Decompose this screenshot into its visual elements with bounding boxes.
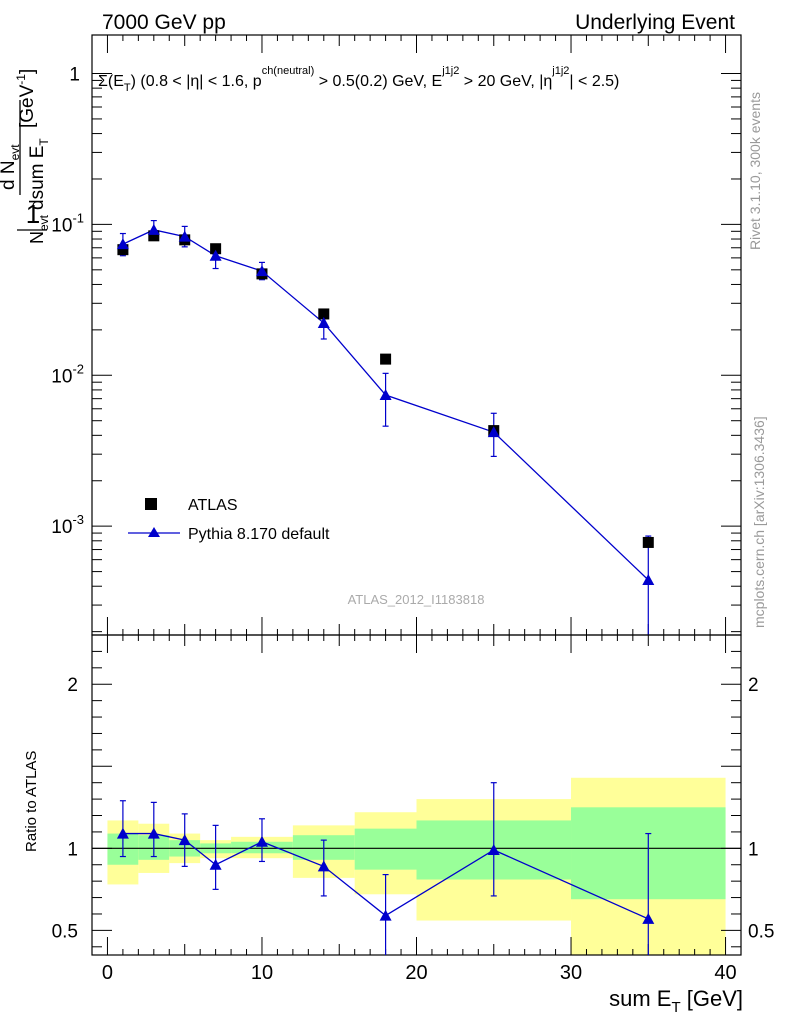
svg-text:dsum ET: dsum ET [27, 138, 51, 210]
main-title: Σ(ET) (0.8 < |η| < 1.6, pch(neutral) > 0… [98, 65, 619, 94]
pythia-point [116, 238, 129, 250]
pythia-point [487, 426, 500, 438]
pythia-point [642, 573, 655, 585]
ratio-point [642, 912, 655, 924]
ratio-y-tick-label-right: 0.5 [748, 921, 774, 942]
pythia-point [178, 230, 191, 242]
main-y-tick-label: 10-2 [51, 361, 84, 387]
svg-text:1: 1 [26, 199, 40, 229]
ratio-panel: 0 10 20 30 40 0.5 0.5 1 1 2 2 [52, 634, 774, 984]
svg-text:[GeV-1]: [GeV-1] [14, 69, 38, 128]
legend: ATLAS Pythia 8.170 default [128, 497, 330, 543]
pythia-point [147, 223, 160, 235]
pythia-point [317, 317, 330, 329]
main-ylabel: 1 Nevt d Nevt dsum ET [GeV-1] [0, 69, 51, 244]
ratio-band-inner [354, 828, 417, 870]
svg-text:d Nevt: d Nevt [0, 144, 22, 190]
header-right: Underlying Event [575, 11, 735, 34]
ratio-point [487, 843, 500, 855]
atlas-point [148, 230, 160, 242]
legend-atlas-marker [145, 498, 157, 510]
legend-atlas-label: ATLAS [188, 497, 238, 514]
main-panel: 1 10-1 10-2 10-3 [51, 34, 742, 636]
watermark: ATLAS_2012_I1183818 [348, 592, 485, 607]
x-tick-label: 20 [405, 962, 427, 984]
pythia-point [209, 249, 222, 261]
ratio-point [379, 909, 392, 921]
atlas-point [642, 536, 654, 548]
atlas-point [117, 244, 129, 256]
ratio-y-tick-label: 0.5 [52, 921, 78, 942]
mcplots-label: mcplots.cern.ch [arXiv:1306.3436] [751, 416, 767, 628]
main-y-tick-label: 1 [69, 65, 80, 86]
header-left: 7000 GeV pp [102, 11, 226, 34]
ratio-point [147, 827, 160, 839]
x-tick-label: 10 [251, 962, 273, 984]
pythia-point [379, 389, 392, 401]
legend-pythia-marker [148, 527, 160, 537]
ratio-point [116, 827, 129, 839]
atlas-point [380, 353, 392, 365]
x-tick-label: 30 [560, 962, 582, 984]
ratio-point [317, 860, 330, 872]
legend-pythia-label: Pythia 8.170 default [188, 526, 330, 543]
atlas-point [318, 308, 330, 320]
pythia-point [255, 265, 268, 277]
main-y-tick-label: 10-3 [51, 512, 84, 538]
x-tick-label: 40 [714, 962, 736, 984]
ratio-point [255, 835, 268, 847]
ratio-y-tick-label-right: 2 [748, 675, 759, 696]
main-y-tick-label: 10-1 [51, 210, 84, 236]
x-tick-label: 0 [102, 962, 113, 984]
ratio-point [178, 834, 191, 846]
ratio-y-tick-label: 1 [67, 839, 78, 860]
ratio-point [209, 858, 222, 870]
ratio-ylabel: Ratio to ATLAS [23, 751, 40, 852]
rivet-label: Rivet 3.1.10, 300k events [747, 92, 763, 250]
atlas-point [210, 243, 222, 255]
ratio-y-tick-label: 2 [67, 675, 78, 696]
ratio-y-tick-label-right: 1 [748, 839, 759, 860]
xlabel: sum ET [GeV] [609, 986, 743, 1016]
